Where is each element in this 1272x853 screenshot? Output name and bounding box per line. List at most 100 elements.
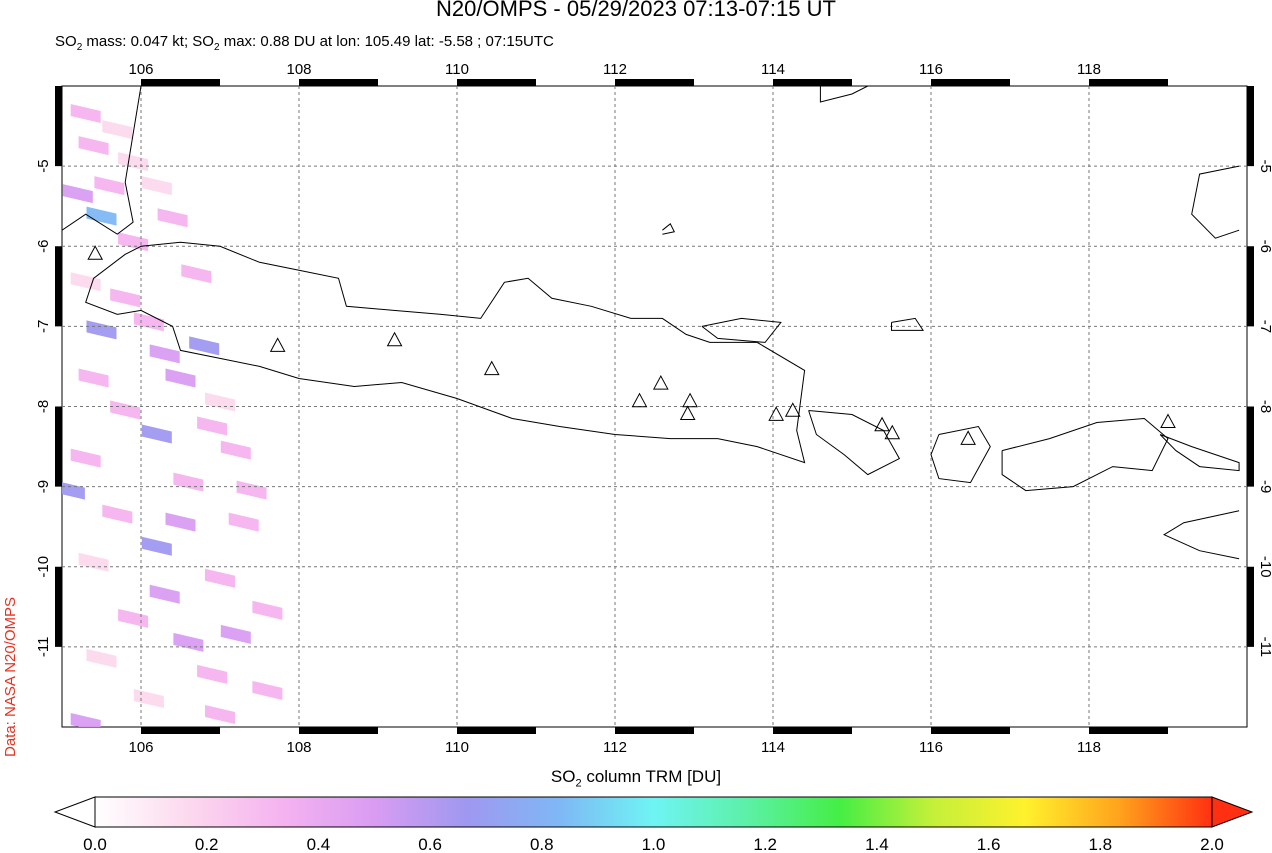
- so2-pixel: [220, 624, 251, 644]
- volcano-marker: [269, 337, 286, 352]
- lat-tick-right: -8: [1257, 400, 1272, 413]
- bottom-border-bar: [931, 727, 1010, 734]
- so2-pixel: [133, 312, 164, 332]
- so2-pixel: [236, 480, 267, 500]
- lon-tick-top: 110: [445, 61, 469, 78]
- coastlines: [62, 86, 1240, 560]
- lat-tick-left: -5: [35, 159, 52, 172]
- coastline: [1191, 165, 1240, 239]
- bottom-border-bar: [773, 727, 852, 734]
- so2-pixel: [78, 552, 109, 572]
- left-border-bar: [55, 246, 62, 327]
- colorbar-tick-label: 0.0: [83, 835, 107, 853]
- lon-tick-top: 108: [286, 61, 311, 78]
- lat-tick-left: -7: [35, 320, 52, 333]
- coastline: [701, 317, 782, 343]
- map-subtitle: SO2 mass: 0.047 kt; SO2 max: 0.88 DU at …: [55, 33, 554, 53]
- left-border-bar: [55, 86, 62, 167]
- so2-pixel: [197, 664, 228, 684]
- colorbar-tick-label: 2.0: [1200, 835, 1224, 853]
- axis-labels: 106 106 108 108 110 110 112 112 114 114 116 116 118 1…: [35, 61, 1272, 756]
- colorbar-tick-label: 1.4: [865, 835, 889, 853]
- lon-tick-top: 114: [761, 61, 785, 78]
- so2-pixel: [70, 448, 101, 468]
- so2-pixel: [141, 424, 172, 444]
- bottom-border-bar: [141, 727, 220, 734]
- lon-tick-top: 106: [128, 61, 153, 78]
- so2-pixel: [110, 288, 141, 308]
- lat-tick-left: -11: [35, 637, 52, 658]
- colorbar-max-arrow: [1211, 796, 1254, 828]
- volcano-marker: [768, 406, 784, 421]
- lon-tick-top: 112: [603, 61, 627, 78]
- lat-tick-left: -9: [35, 480, 52, 493]
- so2-pixel: [70, 104, 101, 124]
- top-border-bar: [457, 79, 536, 86]
- right-border-bar: [1247, 246, 1254, 327]
- bottom-border-bar: [457, 727, 536, 734]
- so2-pixel: [228, 512, 259, 532]
- so2-pixel: [149, 344, 180, 364]
- lat-tick-left: -8: [35, 400, 52, 413]
- so2-pixel: [165, 512, 196, 532]
- bottom-border-bar: [1089, 727, 1168, 734]
- right-border-bar: [1247, 86, 1254, 167]
- so2-pixel: [118, 608, 149, 628]
- so2-pixel: [252, 600, 283, 620]
- so2-pixel: [62, 184, 93, 204]
- colorbar-tick-label: 0.2: [195, 835, 219, 853]
- colorbar-min-arrow: [53, 796, 96, 828]
- colorbar: 0.0 0.2 0.4 0.6 0.8 1.0 1.2 1.4 1.6 1.8 2.0: [53, 796, 1254, 853]
- colorbar-tick-label: 0.8: [530, 835, 554, 853]
- lat-tick-left: -6: [35, 240, 52, 253]
- volcano-marker: [386, 331, 403, 347]
- so2-pixel: [173, 632, 204, 652]
- so2-pixel: [102, 504, 133, 524]
- so2-pixel: [118, 232, 149, 252]
- lon-tick-bottom: 106: [128, 739, 153, 756]
- so2-pixel: [157, 208, 188, 228]
- right-border-bar: [1247, 566, 1254, 647]
- so2-pixel: [141, 176, 172, 196]
- so2-pixel: [78, 136, 109, 156]
- coastline: [808, 410, 901, 476]
- so2-pixel: [86, 206, 117, 226]
- so2-pixel: [197, 416, 228, 436]
- lat-tick-right: -9: [1257, 480, 1272, 493]
- so2-pixel: [118, 152, 149, 172]
- coastline: [85, 241, 806, 464]
- top-border-bar: [141, 79, 220, 86]
- colorbar-tick-label: 1.0: [642, 835, 666, 853]
- lat-tick-right: -11: [1257, 637, 1272, 658]
- lat-tick-right: -5: [1257, 159, 1272, 172]
- lon-tick-top: 118: [1077, 61, 1101, 78]
- volcano-marker: [960, 430, 976, 445]
- so2-pixel: [141, 536, 172, 556]
- volcano-marker: [87, 245, 104, 260]
- lon-tick-bottom: 114: [761, 739, 785, 756]
- so2-pixel: [165, 368, 196, 388]
- so2-pixel-layer: [62, 104, 283, 727]
- lon-tick-bottom: 108: [286, 739, 311, 756]
- lon-tick-bottom: 112: [603, 739, 627, 756]
- top-border-bar: [299, 79, 378, 86]
- colorbar-tick-label: 1.2: [753, 835, 777, 853]
- so2-pixel: [189, 336, 220, 356]
- colorbar-tick-label: 1.6: [977, 835, 1001, 853]
- so2-pixel: [78, 368, 109, 388]
- colorbar-bar: [94, 796, 1213, 828]
- coastline: [662, 223, 676, 235]
- bottom-border-bar: [615, 727, 694, 734]
- coastline: [819, 86, 869, 103]
- bottom-border-bar: [299, 727, 378, 734]
- volcano-marker: [874, 416, 890, 432]
- top-border-bar: [773, 79, 852, 86]
- volcano-markers: [87, 245, 1176, 445]
- left-border-bar: [55, 406, 62, 487]
- so2-pixel: [205, 568, 235, 588]
- so2-pixel: [181, 264, 212, 284]
- so2-pixel: [70, 272, 101, 292]
- lat-tick-right: -10: [1257, 556, 1272, 578]
- so2-pixel: [110, 400, 141, 420]
- volcano-marker: [1160, 413, 1176, 429]
